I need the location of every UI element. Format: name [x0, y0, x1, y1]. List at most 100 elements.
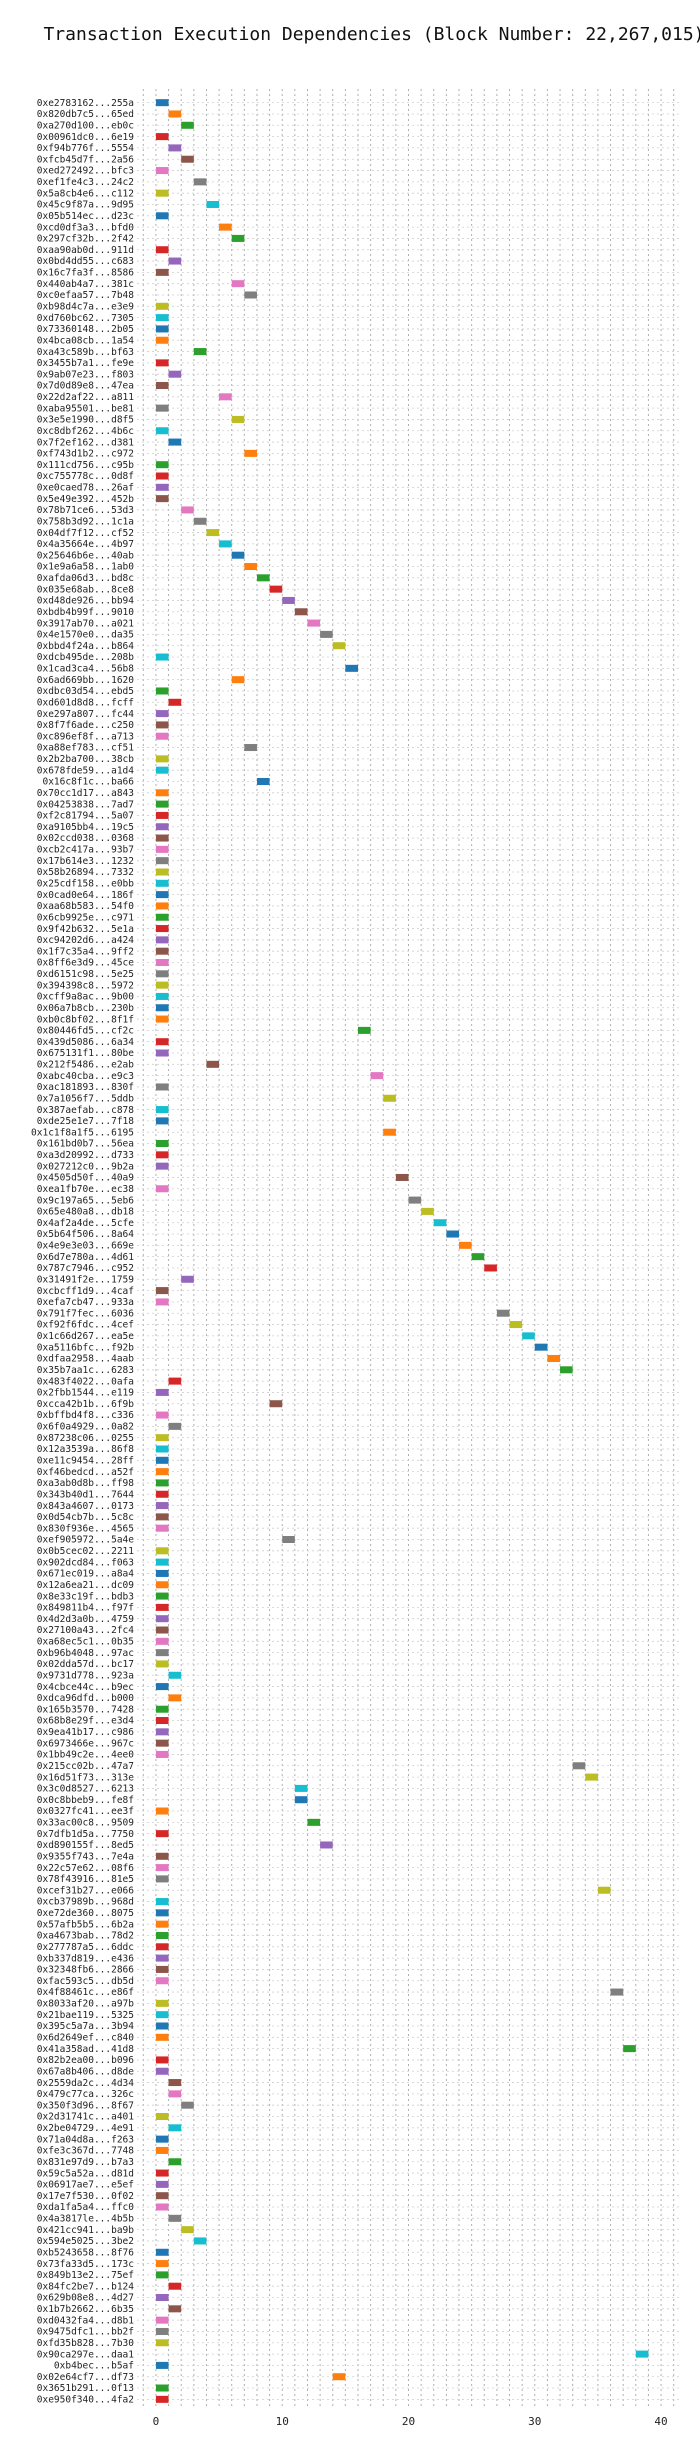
y-tick-label: 0x849b13e2...75ef: [37, 2270, 134, 2281]
y-tick-label: 0x629b08e8...4d27: [37, 2293, 134, 2304]
transaction-bar: [155, 1298, 169, 1306]
y-tick-label: 0xf2c81794...5a07: [37, 811, 134, 822]
y-tick-label: 0x9ea41b17...c986: [37, 1727, 135, 1738]
y-tick-label: 0x0cad0e64...186f: [37, 890, 134, 901]
transaction-bar: [155, 325, 169, 333]
transaction-bar: [597, 1886, 611, 1894]
transaction-bar: [585, 1773, 598, 1781]
transaction-bar: [155, 1728, 169, 1736]
transaction-bar: [155, 1864, 169, 1872]
transaction-bar: [155, 913, 169, 921]
transaction-bar: [155, 766, 169, 774]
y-tick-label: 0x67a8b406...d8de: [37, 2066, 135, 2077]
transaction-bar: [155, 1569, 169, 1577]
y-tick-label: 0x6ad669bb...1620: [37, 675, 135, 686]
transaction-bar: [193, 348, 207, 356]
y-tick-label: 0x2be04729...4e91: [37, 2123, 135, 2134]
transaction-bar: [168, 110, 182, 118]
transaction-bar: [155, 2395, 169, 2403]
y-tick-label: 0xbffbd4f8...c336: [37, 1410, 135, 1421]
transaction-bar: [155, 1547, 169, 1555]
chart-title: Transaction Execution Dependencies (Bloc…: [43, 24, 700, 45]
y-tick-label: 0xb337d819...e436: [37, 1953, 135, 1964]
y-tick-label: 0x4e9e3e03...669e: [37, 1241, 135, 1252]
y-tick-label: 0x3c0d8527...6213: [37, 1784, 134, 1795]
y-tick-label: 0x06917ae7...e5ef: [37, 2180, 134, 2191]
y-tick-label: 0x277787a5...6ddc: [37, 1942, 134, 1953]
y-tick-label: 0x06a7b8cb...230b: [37, 1003, 135, 1014]
transaction-bar: [155, 2316, 169, 2324]
y-tick-label: 0x73360148...2b05: [37, 324, 134, 335]
y-tick-label: 0x0d54cb7b...5c8c: [37, 1512, 134, 1523]
transaction-bar: [155, 811, 169, 819]
transaction-bar: [155, 2135, 169, 2143]
y-tick-label: 0x483f4022...0afa: [37, 1376, 134, 1387]
transaction-bar: [244, 291, 257, 299]
y-tick-label: 0x161bd0b7...56ea: [37, 1139, 134, 1150]
y-tick-label: 0x05b514ec...d23c: [37, 211, 134, 222]
transaction-bar: [155, 789, 169, 797]
y-tick-label: 0x297cf32b...2f42: [37, 234, 134, 245]
y-tick-label: 0xa4673bab...78d2: [37, 1931, 134, 1942]
transaction-bar: [459, 1241, 472, 1249]
transaction-bar: [155, 936, 169, 944]
y-tick-label: 0x9355f743...7e4a: [37, 1851, 134, 1862]
y-tick-label: 0xf92f6fdc...4cef: [37, 1320, 134, 1331]
y-tick-label: 0x25cdf158...e0bb: [37, 879, 135, 890]
y-tick-label: 0xdfaa2958...4aab: [37, 1354, 135, 1365]
transaction-bar: [635, 2350, 649, 2358]
transaction-bar: [155, 2067, 169, 2075]
transaction-bar: [307, 1818, 321, 1826]
y-tick-label: 0x12a6ea21...dc09: [37, 1580, 135, 1591]
transaction-bar: [155, 2384, 169, 2392]
transaction-bar: [269, 1400, 283, 1408]
y-tick-label: 0x1bb49c2e...4ee0: [37, 1750, 135, 1761]
y-tick-label: 0xfac593c5...db5d: [37, 1976, 134, 1987]
transaction-bar: [370, 1072, 384, 1080]
y-tick-label: 0x5b64f506...8a64: [37, 1229, 135, 1240]
y-tick-label: 0x35b7aa1c...6283: [37, 1365, 134, 1376]
y-tick-label: 0xf743d1b2...c972: [37, 449, 134, 460]
x-tick-label: 20: [402, 2415, 415, 2428]
y-tick-label: 0x2d31741c...a401: [37, 2112, 135, 2123]
transaction-bar: [155, 970, 169, 978]
transaction-bar: [155, 1015, 169, 1023]
transaction-bar: [155, 167, 169, 175]
transaction-bar: [155, 212, 169, 220]
y-tick-label: 0xa3ab0d8b...ff98: [37, 1478, 135, 1489]
y-tick-label: 0x58b26894...7332: [37, 867, 134, 878]
transaction-bar: [155, 1875, 169, 1883]
transaction-bar: [168, 2214, 182, 2222]
y-tick-label: 0xc896ef8f...a713: [37, 731, 134, 742]
y-tick-label: 0x0327fc41...ee3f: [37, 1806, 134, 1817]
y-tick-label: 0xe2783162...255a: [37, 98, 134, 109]
y-tick-label: 0xcbcff1d9...4caf: [37, 1286, 134, 1297]
transaction-bar: [155, 1185, 169, 1193]
y-tick-label: 0x78f43916...81e5: [37, 1874, 134, 1885]
y-tick-label: 0x32348fb6...2866: [37, 1965, 135, 1976]
y-tick-label: 0xac181893...830f: [37, 1082, 134, 1093]
transaction-bar: [395, 1173, 409, 1181]
y-tick-label: 0x57afb5b5...6b2a: [37, 1919, 134, 1930]
y-tick-label: 0xb98d4c7a...e3e9: [37, 302, 135, 313]
transaction-bar: [155, 246, 169, 254]
transaction-bar: [155, 1954, 169, 1962]
y-tick-label: 0xcb2c417a...93b7: [37, 845, 134, 856]
transaction-bar: [496, 1309, 510, 1317]
transaction-bar: [155, 472, 169, 480]
transaction-bar: [155, 1162, 169, 1170]
y-tick-label: 0x4505d50f...40a9: [37, 1173, 135, 1184]
transaction-bar: [155, 1830, 169, 1838]
y-tick-label: 0x678fde59...a1d4: [37, 765, 135, 776]
y-tick-label: 0x80446fd5...cf2c: [37, 1026, 134, 1037]
transaction-bar: [345, 664, 358, 672]
transaction-bar: [155, 1411, 169, 1419]
transaction-bar: [155, 1739, 169, 1747]
transaction-bar: [155, 1977, 169, 1985]
y-tick-label: 0x68b8e29f...e3d4: [37, 1716, 135, 1727]
y-tick-label: 0x035e68ab...8ce8: [37, 584, 135, 595]
y-tick-label: 0x675131f1...80be: [37, 1048, 135, 1059]
y-tick-label: 0x8ff6e3d9...45ce: [37, 958, 135, 969]
transaction-bar: [155, 721, 169, 729]
transaction-bar: [168, 1377, 182, 1385]
